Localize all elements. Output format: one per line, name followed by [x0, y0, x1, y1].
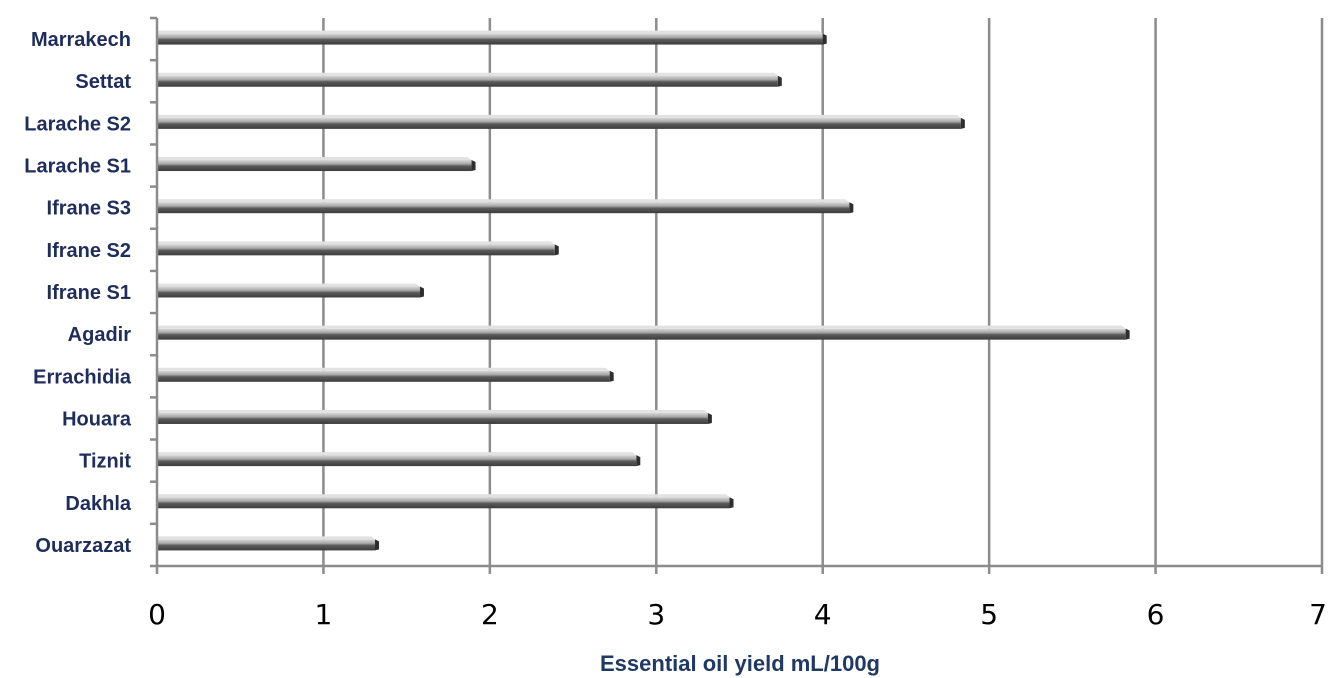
- bar-body: [157, 202, 850, 214]
- bar-bevel: [157, 157, 472, 161]
- bar: [157, 72, 782, 87]
- bar: [157, 494, 734, 509]
- gridlines: [322, 18, 1324, 566]
- category-label: Errachidia: [33, 366, 132, 388]
- bar-body: [157, 117, 961, 129]
- bar: [157, 325, 1130, 340]
- x-tick-label: 4: [814, 598, 832, 631]
- bar: [157, 452, 641, 467]
- bar-bevel: [157, 30, 823, 34]
- axes: [150, 16, 1324, 574]
- category-label: Larache S2: [24, 113, 131, 135]
- bar-body: [157, 539, 376, 551]
- bar-end: [707, 412, 712, 424]
- bar: [157, 367, 614, 382]
- bar-body: [157, 370, 610, 382]
- bar-body: [157, 497, 730, 509]
- x-tick-label: 3: [647, 598, 665, 631]
- bar-end: [419, 286, 424, 298]
- x-tick-label: 0: [148, 598, 166, 631]
- x-tick-label: 7: [1309, 598, 1327, 631]
- category-label: Tiznit: [79, 451, 131, 473]
- bar: [157, 114, 965, 129]
- bar-body: [157, 328, 1126, 340]
- bar-end: [777, 75, 782, 87]
- x-axis-title: Essential oil yield mL/100g: [600, 651, 880, 676]
- x-tick-label: 6: [1147, 598, 1165, 631]
- category-label: Houara: [62, 408, 132, 430]
- category-label: Agadir: [68, 324, 132, 346]
- bar-body: [157, 412, 708, 424]
- bar-body: [157, 286, 420, 298]
- bars: [157, 30, 1130, 551]
- bar-end: [375, 539, 380, 551]
- bar: [157, 536, 380, 551]
- bar-bevel: [157, 114, 961, 118]
- bar-bevel: [157, 72, 778, 76]
- bar-end: [471, 160, 476, 172]
- bar-end: [849, 202, 854, 214]
- bar-bevel: [157, 367, 610, 371]
- bar-end: [554, 244, 559, 256]
- category-label: Settat: [75, 71, 131, 93]
- category-labels: Marrakech Settat Larache S2 Larache S1 Ifran…: [24, 29, 132, 557]
- x-tick-label: 5: [980, 598, 998, 631]
- category-label: Ifrane S1: [47, 282, 131, 304]
- bar-body: [157, 160, 472, 172]
- category-label: Larache S1: [24, 156, 131, 178]
- bar: [157, 199, 854, 214]
- bar-body: [157, 244, 555, 256]
- bar: [157, 157, 476, 172]
- bar-bevel: [157, 452, 637, 456]
- category-label: Ouarzazat: [35, 535, 131, 557]
- bar-end: [636, 455, 641, 467]
- category-label: Ifrane S3: [47, 198, 131, 220]
- x-tick-label: 1: [315, 598, 333, 631]
- bar-bevel: [157, 283, 420, 287]
- bar-bevel: [157, 536, 376, 540]
- bar-end: [1125, 328, 1130, 340]
- bar-bevel: [157, 241, 555, 245]
- bar-end: [822, 33, 827, 45]
- bar: [157, 409, 712, 424]
- bar-end: [729, 497, 734, 509]
- bar-body: [157, 33, 823, 45]
- x-tick-label: 2: [481, 598, 499, 631]
- category-label: Ifrane S2: [47, 240, 131, 262]
- bar-bevel: [157, 199, 850, 203]
- bar: [157, 30, 827, 45]
- category-label: Marrakech: [31, 29, 131, 51]
- bar: [157, 283, 424, 298]
- bar-body: [157, 455, 637, 467]
- bar-bevel: [157, 494, 730, 498]
- tick-labels: 0 1 2 3 4 5 6 7: [148, 598, 1327, 631]
- bar-bevel: [157, 325, 1126, 329]
- bar-end: [960, 117, 965, 129]
- bar-bevel: [157, 409, 708, 413]
- bar-end: [609, 370, 614, 382]
- bar: [157, 241, 559, 256]
- bar-body: [157, 75, 778, 87]
- category-label: Dakhla: [65, 493, 131, 515]
